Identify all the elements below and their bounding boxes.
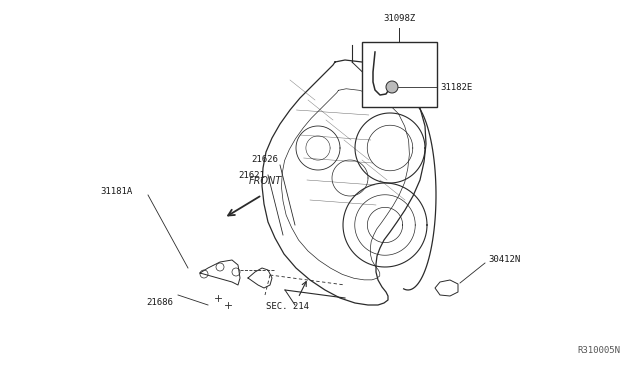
Text: SEC. 214: SEC. 214	[266, 302, 310, 311]
Text: 31098Z: 31098Z	[383, 14, 415, 23]
Bar	[362, 42, 437, 107]
Text: 31181A: 31181A	[100, 187, 132, 196]
Text: R310005N: R310005N	[577, 346, 620, 355]
Text: 30412N: 30412N	[488, 256, 520, 264]
Text: 21626: 21626	[251, 155, 278, 164]
Text: 21621: 21621	[238, 170, 265, 180]
Text: 21686: 21686	[147, 298, 173, 307]
Text: FRONT: FRONT	[248, 176, 282, 186]
Circle shape	[386, 81, 398, 93]
Text: 31182E: 31182E	[440, 83, 472, 92]
